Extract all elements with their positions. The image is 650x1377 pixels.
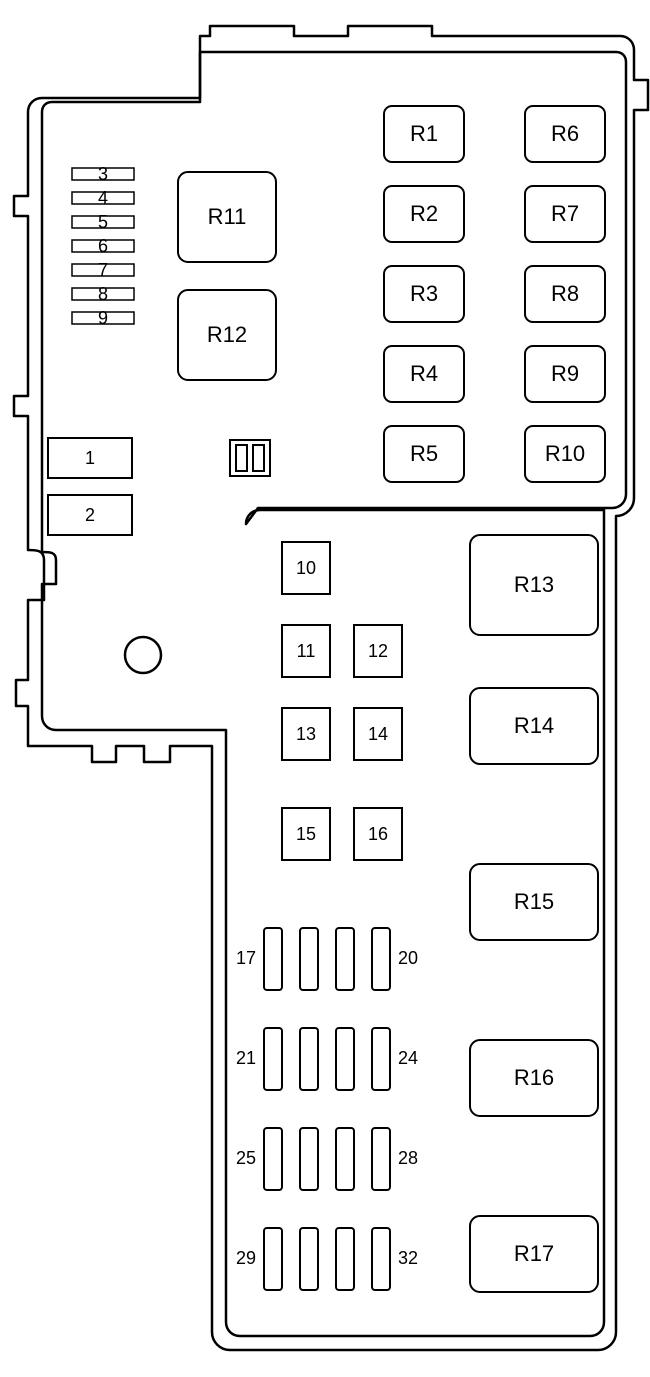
- vfuse-r3-c2: [336, 1228, 354, 1290]
- fuse-label-16: 16: [368, 824, 388, 844]
- vfuse-r0-c1: [300, 928, 318, 990]
- vfuse-r3-c1: [300, 1228, 318, 1290]
- fuse-label-14: 14: [368, 724, 388, 744]
- relay-label-r11: R11: [208, 204, 247, 229]
- vfuse-r3-c0: [264, 1228, 282, 1290]
- fuse-label-12: 12: [368, 641, 388, 661]
- vfuse-r0-c0: [264, 928, 282, 990]
- vfuse-row-2-left-label: 25: [236, 1148, 256, 1168]
- vfuse-r0-c3: [372, 928, 390, 990]
- relay-label-r3: R3: [410, 281, 438, 306]
- fuse-label-11: 11: [297, 641, 316, 661]
- mini-fuse-label-8: 8: [98, 284, 108, 304]
- relay-label-r8: R8: [551, 281, 579, 306]
- relay-label-r14: R14: [514, 713, 554, 738]
- vfuse-r1-c1: [300, 1028, 318, 1090]
- vfuse-r2-c2: [336, 1128, 354, 1190]
- relay-label-r15: R15: [514, 889, 554, 914]
- relay-label-r6: R6: [551, 121, 579, 146]
- vfuse-row-1-right-label: 24: [398, 1048, 418, 1068]
- relay-label-r12: R12: [207, 322, 247, 347]
- dip-switch-1: [236, 445, 247, 471]
- mini-fuse-label-5: 5: [98, 212, 108, 232]
- fuse-box-diagram: R1 R6 R2 R7 R3 R8 R4 R9 R5 R10 R11 R12 R13 R14 R15 R16 R…: [0, 0, 650, 1377]
- fuse-label-15: 15: [296, 824, 316, 844]
- vfuse-row-3-right-label: 32: [398, 1248, 418, 1268]
- vfuse-r3-c3: [372, 1228, 390, 1290]
- mini-fuse-label-7: 7: [98, 260, 108, 280]
- vfuse-r2-c1: [300, 1128, 318, 1190]
- vfuse-r2-c0: [264, 1128, 282, 1190]
- vfuse-r0-c2: [336, 928, 354, 990]
- vfuse-r1-c2: [336, 1028, 354, 1090]
- mini-fuse-label-6: 6: [98, 236, 108, 256]
- relay-label-r4: R4: [410, 361, 438, 386]
- relay-label-r9: R9: [551, 361, 579, 386]
- vfuse-r1-c3: [372, 1028, 390, 1090]
- fuse-label-10: 10: [296, 558, 316, 578]
- vfuse-row-1-left-label: 21: [236, 1048, 256, 1068]
- relay-label-r2: R2: [410, 201, 438, 226]
- fuse-label-2: 2: [85, 505, 95, 525]
- vfuse-row-3-left-label: 29: [236, 1248, 256, 1268]
- fuse-label-13: 13: [296, 724, 316, 744]
- mini-fuse-label-3: 3: [98, 164, 108, 184]
- relay-label-r13: R13: [514, 572, 554, 597]
- fuse-label-1: 1: [85, 448, 95, 468]
- vfuse-row-0-left-label: 17: [236, 948, 256, 968]
- mount-hole: [125, 637, 161, 673]
- vfuse-r2-c3: [372, 1128, 390, 1190]
- relay-label-r7: R7: [551, 201, 579, 226]
- relay-label-r5: R5: [410, 441, 438, 466]
- vfuse-r1-c0: [264, 1028, 282, 1090]
- relay-label-r10: R10: [545, 441, 585, 466]
- mini-fuse-label-9: 9: [98, 308, 108, 328]
- mini-fuse-label-4: 4: [98, 188, 108, 208]
- relay-label-r17: R17: [514, 1241, 554, 1266]
- relay-label-r16: R16: [514, 1065, 554, 1090]
- relay-label-r1: R1: [410, 121, 438, 146]
- dip-switch-2: [253, 445, 264, 471]
- vfuse-row-0-right-label: 20: [398, 948, 418, 968]
- vfuse-row-2-right-label: 28: [398, 1148, 418, 1168]
